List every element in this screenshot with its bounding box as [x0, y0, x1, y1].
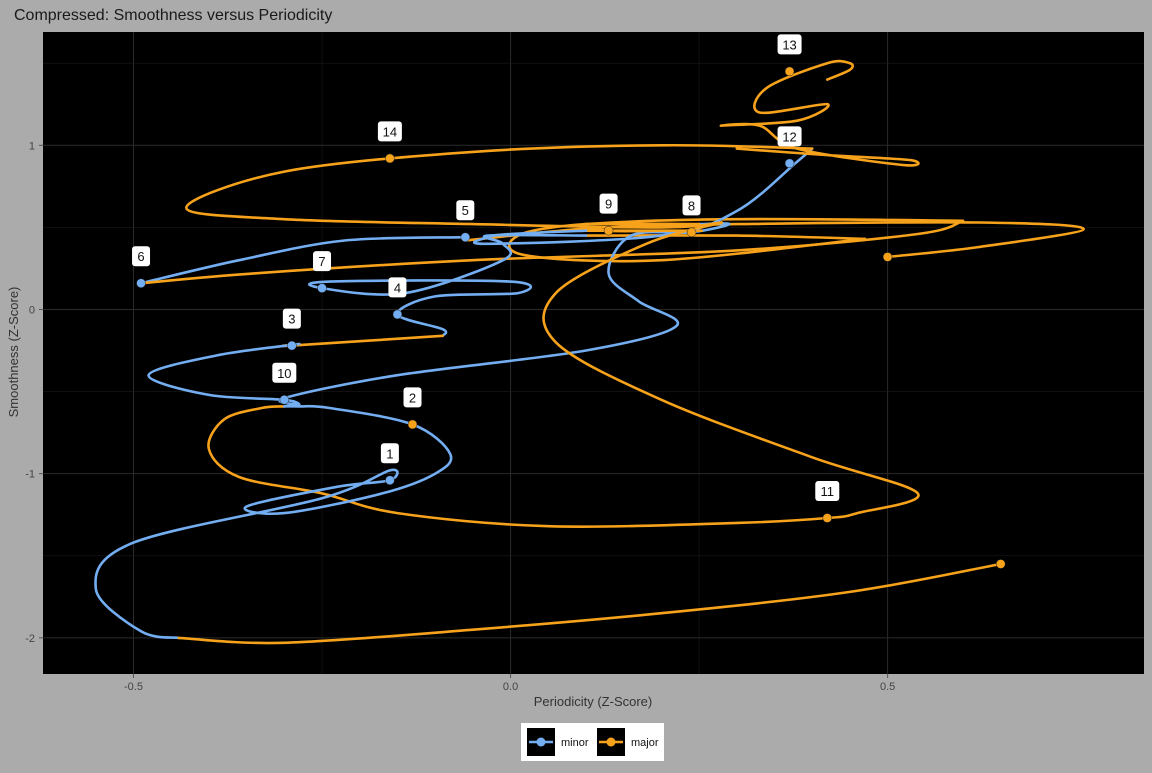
series-line-minor	[147, 222, 731, 407]
x-tick-label: 0.0	[503, 681, 518, 693]
chart-title: Compressed: Smoothness versus Periodicit…	[14, 7, 332, 24]
point-label-box	[456, 200, 475, 221]
point-label: 2	[409, 390, 416, 405]
point-label: 11	[821, 484, 835, 499]
data-point-marker	[287, 340, 297, 351]
data-point-marker	[686, 227, 697, 238]
data-point-marker	[136, 278, 146, 288]
data-point-marker	[822, 513, 833, 523]
series-line-minor	[139, 235, 467, 285]
point-label: 5	[462, 203, 469, 218]
series-line-major	[185, 143, 814, 229]
data-point-marker	[392, 309, 403, 320]
y-tick-label: -1	[25, 469, 35, 481]
endpoint-marker	[882, 252, 893, 262]
series-line-major	[580, 222, 703, 233]
point-label-box	[599, 193, 618, 214]
data-point-marker	[279, 395, 290, 405]
legend-label-minor: minor	[561, 737, 589, 749]
y-tick-label: 1	[29, 140, 35, 152]
plot-panel	[43, 32, 1144, 674]
x-axis-label: Periodicity (Z-Score)	[534, 694, 652, 709]
point-label: 9	[605, 197, 612, 212]
data-point-marker	[460, 232, 471, 242]
point-label-box	[132, 246, 151, 267]
point-label-box	[380, 443, 399, 464]
point-label: 10	[277, 366, 291, 381]
data-point-marker	[784, 158, 795, 169]
data-point-marker	[784, 66, 795, 77]
data-point-marker	[385, 153, 395, 164]
point-label: 1	[386, 446, 393, 461]
endpoint-marker	[995, 559, 1006, 569]
x-tick-label: 0.5	[880, 681, 895, 693]
point-label-box	[815, 481, 840, 502]
data-point-marker	[317, 283, 327, 293]
series-line-major	[139, 219, 965, 285]
series-line-minor	[472, 147, 814, 246]
data-point-marker	[385, 475, 395, 486]
point-label-box	[313, 251, 332, 272]
point-label-box	[377, 121, 402, 142]
point-label: 14	[383, 124, 397, 139]
legend-marker-major	[606, 737, 616, 747]
point-label: 4	[394, 280, 401, 295]
point-label-box	[403, 387, 422, 408]
legend: minor major	[521, 723, 664, 761]
point-label: 8	[688, 198, 695, 213]
data-point-marker	[603, 225, 614, 236]
point-label: 13	[782, 37, 796, 52]
y-axis-ticks: -2 -1 0 1	[25, 140, 43, 645]
point-label: 6	[137, 249, 144, 264]
legend-marker-minor	[536, 737, 546, 747]
y-tick-label: -2	[25, 633, 35, 645]
y-axis-label: Smoothness (Z-Score)	[6, 287, 21, 418]
x-tick-label: -0.5	[124, 681, 143, 693]
series-line-minor	[94, 404, 453, 640]
series-lines	[94, 59, 1085, 645]
point-label: 7	[318, 254, 325, 269]
point-label-box	[777, 126, 802, 147]
point-label-box	[272, 362, 297, 383]
legend-label-major: major	[631, 737, 659, 749]
point-label: 12	[782, 129, 796, 144]
series-line-major	[584, 234, 867, 241]
point-label-box	[777, 34, 802, 55]
y-tick-label: 0	[29, 304, 35, 316]
series-line-major	[207, 221, 920, 528]
point-label-box	[282, 308, 301, 329]
point-label: 3	[288, 312, 295, 327]
point-label-box	[388, 277, 407, 298]
series-line-major	[177, 562, 1002, 645]
x-axis-ticks: -0.5 0.0 0.5	[124, 674, 895, 693]
point-label-box	[682, 195, 701, 216]
data-point-marker	[407, 419, 418, 430]
series-line-major	[719, 59, 920, 167]
